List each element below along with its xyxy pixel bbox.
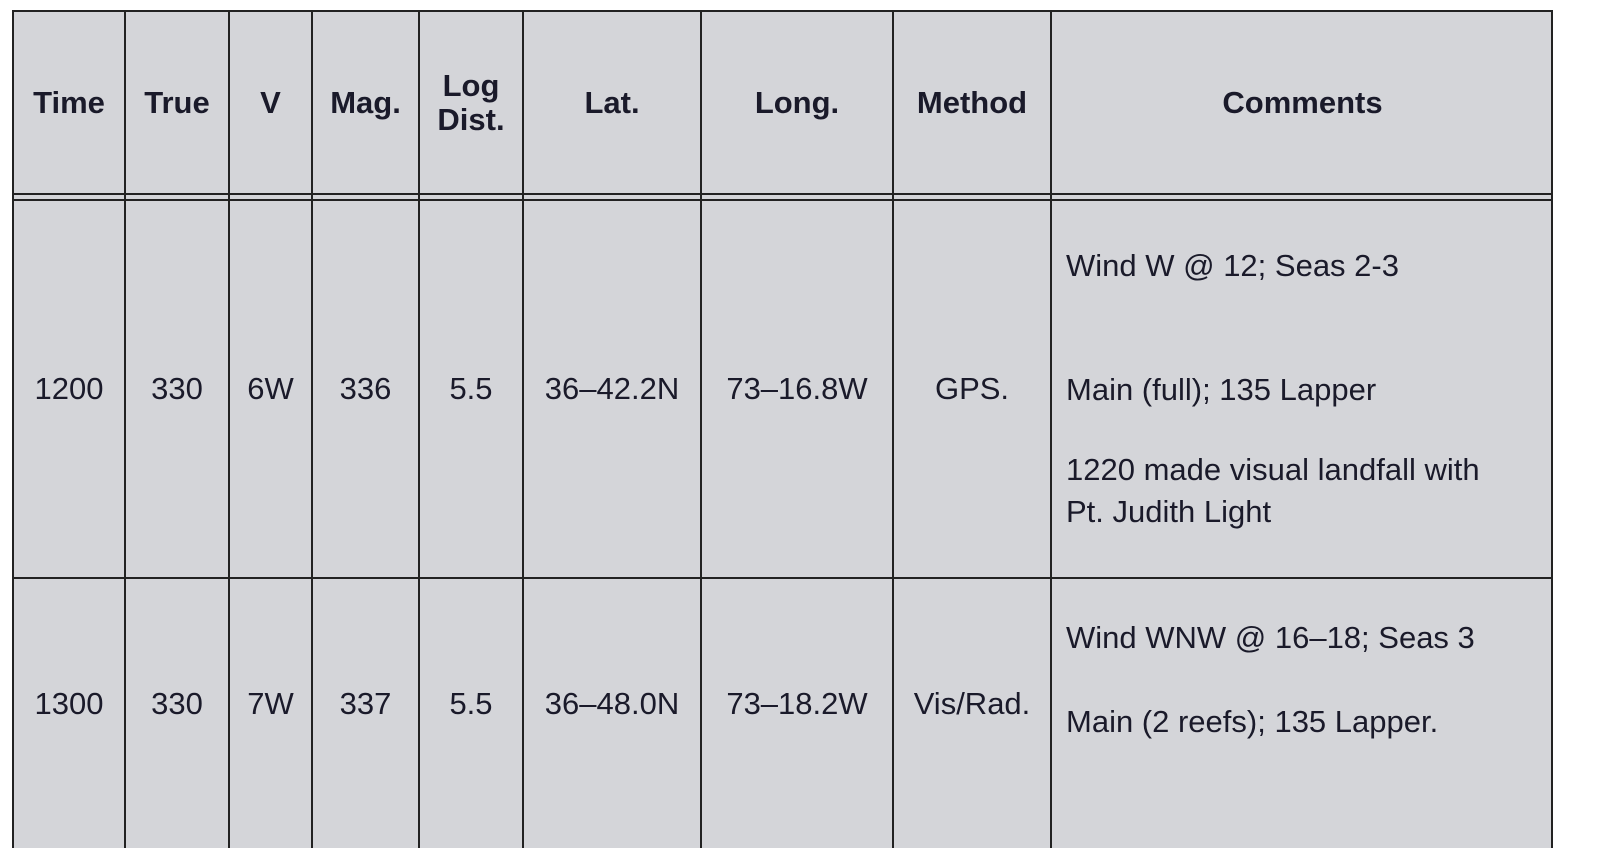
cell-v: 7W bbox=[247, 686, 294, 722]
header-mag: Mag. bbox=[330, 84, 401, 120]
header-time: Time bbox=[33, 84, 105, 120]
divider bbox=[311, 12, 313, 848]
header-lat: Lat. bbox=[584, 84, 640, 120]
cell-log-dist: 5.5 bbox=[449, 686, 493, 722]
divider bbox=[892, 12, 894, 848]
comment-line: Main (2 reefs); 135 Lapper. bbox=[1066, 704, 1439, 739]
cell-v: 6W bbox=[247, 371, 294, 407]
comment-line: Pt. Judith Light bbox=[1066, 494, 1272, 529]
cell-log-dist: 5.5 bbox=[449, 371, 493, 407]
header-true: True bbox=[144, 84, 210, 120]
divider bbox=[14, 199, 1551, 201]
header-log-dist: Log Dist. bbox=[420, 12, 522, 193]
header-v: V bbox=[260, 84, 281, 120]
cell-method: Vis/Rad. bbox=[913, 686, 1031, 722]
comment-line: 1220 made visual landfall with bbox=[1066, 452, 1480, 487]
cell-mag: 336 bbox=[339, 371, 392, 407]
divider bbox=[228, 12, 230, 848]
comment-line: Wind W @ 12; Seas 2-3 bbox=[1066, 248, 1399, 283]
divider bbox=[522, 12, 524, 848]
header-dist-line: Dist. bbox=[437, 101, 505, 137]
header-method: Method bbox=[916, 84, 1028, 120]
cell-true: 330 bbox=[151, 371, 203, 407]
cell-long: 73–18.2W bbox=[726, 686, 868, 722]
divider bbox=[1050, 12, 1052, 848]
divider bbox=[700, 12, 702, 848]
header-log-line: Log bbox=[442, 68, 500, 104]
cell-time: 1300 bbox=[34, 686, 104, 722]
cell-method: GPS. bbox=[934, 371, 1010, 407]
divider bbox=[124, 12, 126, 848]
divider bbox=[14, 577, 1551, 579]
comment-line: Main (full); 135 Lapper bbox=[1066, 372, 1377, 407]
comment-line: Wind WNW @ 16–18; Seas 3 bbox=[1066, 620, 1475, 655]
cell-lat: 36–48.0N bbox=[544, 686, 680, 722]
header-comments: Comments bbox=[1222, 84, 1383, 120]
cell-time: 1200 bbox=[34, 371, 104, 407]
divider bbox=[418, 12, 420, 848]
cell-true: 330 bbox=[151, 686, 203, 722]
cell-lat: 36–42.2N bbox=[544, 371, 680, 407]
log-table: Time True V Mag. Log Dist. Lat. Long. Me… bbox=[12, 10, 1553, 848]
cell-long: 73–16.8W bbox=[726, 371, 868, 407]
cell-mag: 337 bbox=[339, 686, 392, 722]
header-long: Long. bbox=[754, 84, 840, 120]
divider bbox=[14, 193, 1551, 195]
